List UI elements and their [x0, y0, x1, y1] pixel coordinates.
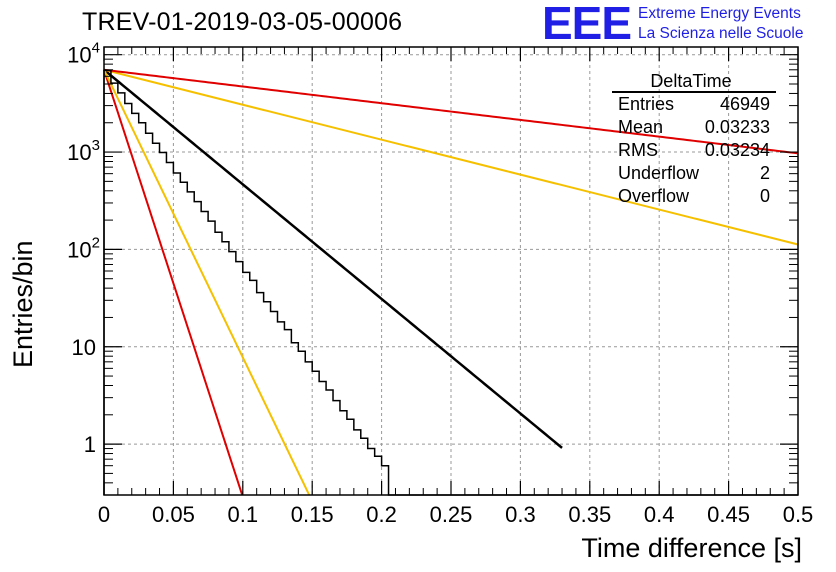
fit-curve — [103, 68, 563, 449]
stats-row-label: Overflow — [618, 186, 690, 206]
x-tick-label: 0.15 — [291, 502, 334, 527]
x-tick-label: 0 — [98, 502, 110, 527]
x-tick-labels: 0 0.05 0.1 0.15 0.2 0.25 0.3 0.35 0.4 0.45 0.5 — [98, 502, 813, 527]
x-tick-label: 0.4 — [644, 502, 675, 527]
stats-box: DeltaTime Entries 46949 Mean 0.03233 RMS 0.03… — [612, 71, 776, 206]
stats-row-label: Entries — [618, 94, 674, 114]
y-tick-label: 104 — [67, 40, 100, 68]
x-tick-label: 0.3 — [505, 502, 536, 527]
stats-row-label: RMS — [618, 140, 658, 160]
reference-curve — [103, 68, 799, 155]
x-tick-label: 0.2 — [366, 502, 397, 527]
x-tick-label: 0.1 — [228, 502, 259, 527]
y-tick-label: 1 — [84, 432, 96, 457]
stats-row-value: 46949 — [720, 94, 770, 114]
stats-row-value: 0 — [760, 186, 770, 206]
stats-row-label: Underflow — [618, 163, 700, 183]
axis-ticks — [103, 47, 799, 496]
stats-row-value: 0.03233 — [705, 117, 770, 137]
y-tick-labels: 1 10 102 103 104 — [67, 40, 100, 457]
plot-title: TREV-01-2019-03-05-00006 — [82, 8, 403, 36]
reference-curve — [103, 69, 244, 496]
eee-logo-mark: EEE — [542, 0, 632, 49]
x-tick-label: 0.05 — [152, 502, 195, 527]
reference-curve — [103, 68, 799, 246]
y-tick-label: 103 — [67, 137, 100, 165]
x-tick-label: 0.5 — [783, 502, 814, 527]
stats-row-value: 0.03234 — [705, 140, 770, 160]
y-axis-label: Entries/bin — [8, 240, 38, 368]
stats-row-value: 2 — [760, 163, 770, 183]
y-tick-label: 102 — [67, 234, 100, 262]
stats-box-title: DeltaTime — [650, 71, 731, 91]
y-tick-label: 10 — [72, 335, 96, 360]
reference-curve — [103, 69, 311, 496]
x-tick-label: 0.25 — [430, 502, 473, 527]
x-tick-label: 0.45 — [707, 502, 750, 527]
x-tick-label: 0.35 — [568, 502, 611, 527]
x-axis-label: Time difference [s] — [581, 533, 802, 563]
eee-logo-line1: Extreme Energy Events — [638, 5, 801, 22]
eee-logo-line2: La Scienza nelle Scuole — [638, 25, 804, 42]
grid-lines — [104, 47, 798, 495]
fit-curves — [103, 68, 799, 496]
stats-row-label: Mean — [618, 117, 663, 137]
